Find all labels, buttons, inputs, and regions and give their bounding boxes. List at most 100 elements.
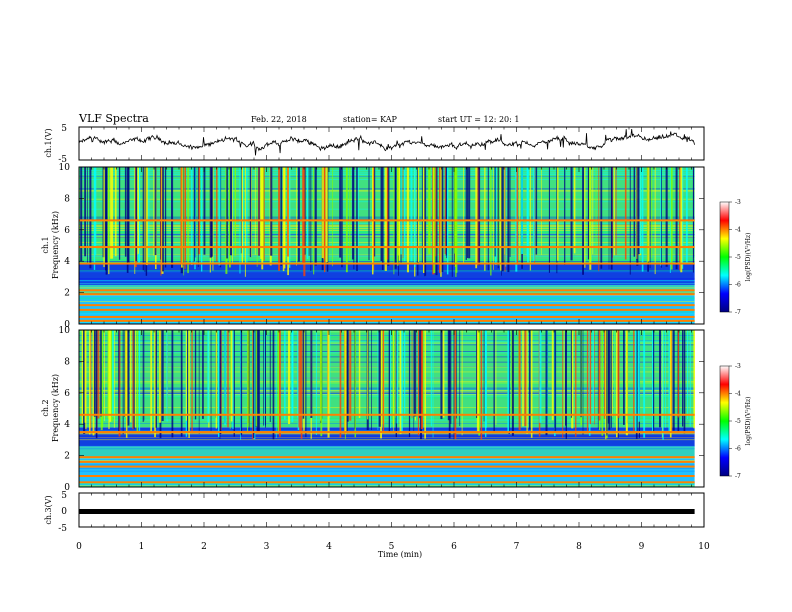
spectrogram-sferic [279, 330, 281, 437]
y-tick-label: 2 [64, 289, 70, 299]
spectrogram-sferic [282, 167, 285, 272]
ch1-colorbar-label: log(PSD)(V²/Hz) [745, 233, 752, 282]
spectrogram-sferic [529, 330, 531, 430]
spectrogram-sferic [287, 167, 289, 257]
spectrogram-sferic [381, 167, 384, 270]
spectrogram-streak [79, 376, 695, 378]
x-tick-label: 9 [639, 542, 645, 552]
spectrogram-sferic [393, 330, 394, 433]
spectrogram-sferic [352, 167, 354, 260]
spectrogram-sferic [344, 330, 347, 434]
spectrogram-sferic [95, 330, 98, 439]
ch1-spectrogram-xticks [78, 167, 705, 324]
spectrogram-sferic [411, 330, 413, 418]
spectrogram-sferic [610, 167, 613, 270]
spectrogram-sferic [662, 330, 664, 440]
spectrogram-sferic [395, 330, 397, 438]
spectrogram-sferic [624, 167, 627, 260]
spectrogram-sferic [404, 167, 406, 262]
spectrogram-sferic [545, 330, 548, 436]
spectrogram-sferic [339, 167, 342, 258]
spectrogram-sferic [665, 330, 666, 428]
spectrogram-streak [79, 283, 695, 285]
spectrogram-sferic [108, 330, 110, 430]
ch1-ytick-top: 5 [61, 124, 67, 134]
spectrogram-sferic [573, 167, 576, 254]
spectrogram-sferic [493, 330, 495, 432]
spectrogram-sferic [371, 330, 372, 431]
spectrogram-sferic [212, 167, 214, 271]
spectrogram-sferic [240, 330, 243, 436]
spectrogram-sferic [93, 330, 96, 417]
spectrogram-sferic [94, 167, 97, 256]
x-tick-label: 2 [201, 542, 207, 552]
spectrogram-streak [79, 366, 695, 368]
spectrogram-streak [79, 336, 695, 338]
spectrogram-sferic [112, 330, 114, 417]
date-label: Feb. 22, 2018 [251, 115, 307, 124]
spectrogram-sferic [638, 330, 640, 422]
spectrogram-streak [79, 298, 695, 300]
ch1-spectrogram-channel-label: ch.1 [41, 236, 50, 253]
spectrogram-sferic [198, 167, 200, 255]
spectrogram-sferic [111, 167, 114, 259]
spectrogram-sferic [554, 330, 557, 433]
spectrogram-sferic [693, 167, 695, 258]
spectrogram-sferic [219, 330, 222, 434]
figure-title: VLF Spectra [78, 112, 149, 125]
spectrogram-sferic [388, 330, 390, 432]
ch1-spectrogram-ylabel: Frequency (kHz) [51, 211, 60, 279]
spectrogram-sferic [345, 330, 348, 434]
spectrogram-sferic [122, 330, 124, 435]
spectrogram-streak [79, 342, 695, 344]
spectrogram-sferic [638, 167, 640, 255]
spectrogram-sferic [677, 330, 679, 418]
spectrogram-streak [79, 419, 695, 421]
spectrogram-streak [79, 418, 695, 420]
spectrogram-sferic [216, 167, 218, 262]
spectrogram-sferic [341, 167, 343, 268]
y-tick-label: 0 [64, 483, 70, 493]
spectrogram-sferic [459, 330, 461, 427]
spectrogram-streak [79, 387, 695, 389]
spectrogram-sferic [325, 167, 328, 262]
x-tick-label: 3 [264, 542, 270, 552]
spectrogram-sferic [302, 167, 304, 264]
spectrogram-sferic [240, 167, 242, 254]
spectrogram-sferic [519, 167, 521, 260]
colorbar-tick-label: -4 [735, 391, 741, 398]
spectrogram-sferic [575, 330, 577, 437]
spectrogram-streak [79, 352, 695, 354]
spectrogram-sferic [414, 330, 417, 417]
spectrogram-sferic [124, 330, 127, 417]
spectrogram-streak [79, 470, 695, 472]
spectrogram-sferic [138, 167, 141, 264]
spectrogram-sferic [420, 330, 423, 430]
spectrogram-sferic [570, 167, 573, 261]
spectrogram-sferic [302, 330, 305, 419]
spectrogram-sferic [468, 167, 471, 259]
spectrogram-sferic [681, 167, 684, 269]
spectrogram-sferic [526, 330, 528, 434]
x-tick-label: 6 [451, 542, 457, 552]
spectrogram-streak [79, 485, 695, 487]
spectrogram-sferic [451, 167, 453, 277]
spectrogram-sferic [616, 330, 618, 438]
spectrogram-sferic [551, 330, 554, 421]
spectrogram-sferic [97, 330, 100, 419]
x-tick-label: 4 [326, 542, 332, 552]
spectrogram-sferic [315, 330, 317, 435]
ch2-colorbar: -3 -4 -5 -6 -7 log(PSD)(V²/Hz) [719, 363, 752, 480]
spectrogram-streak [79, 439, 695, 441]
spectrogram-sferic [592, 330, 594, 422]
spectrogram-sferic [232, 167, 234, 255]
spectrogram-sferic [565, 330, 567, 439]
spectrogram-sferic [605, 330, 607, 440]
spectrogram-sferic [649, 167, 651, 269]
y-tick-label: 6 [64, 389, 70, 399]
spectrogram-streak [79, 432, 695, 434]
spectrogram-sferic [234, 167, 236, 257]
spectrogram-sferic [610, 330, 612, 428]
spectrogram-sferic [587, 167, 589, 260]
ch1-xticks [78, 127, 705, 160]
